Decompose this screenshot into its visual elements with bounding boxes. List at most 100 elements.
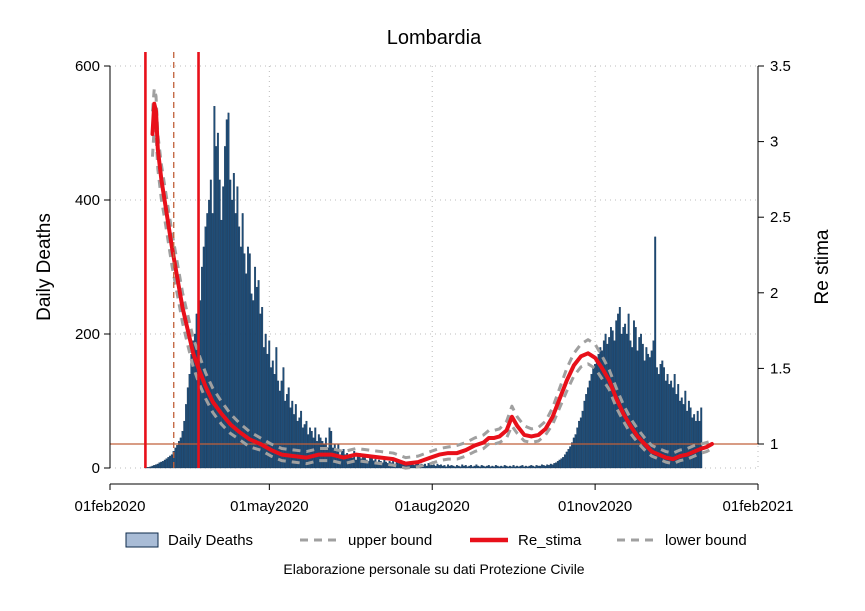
death-bar: [202, 246, 205, 469]
death-bar: [192, 340, 195, 469]
death-bar: [220, 219, 223, 469]
death-bar: [525, 465, 527, 469]
death-bar: [592, 367, 595, 469]
death-bar: [213, 106, 216, 469]
death-bar: [594, 363, 596, 469]
death-bar: [480, 465, 483, 469]
death-bar: [185, 404, 187, 469]
death-bar: [537, 465, 540, 469]
death-bar: [576, 427, 579, 469]
death-bar: [684, 390, 687, 469]
death-bar: [502, 466, 504, 469]
death-bar: [261, 307, 264, 469]
death-bar: [365, 459, 368, 469]
death-bar: [147, 467, 150, 469]
death-bar: [553, 463, 556, 469]
death-bar: [486, 465, 488, 469]
death-bar: [549, 463, 552, 469]
death-bar: [397, 463, 400, 469]
legend-item-daily-deaths: Daily Deaths: [125, 532, 253, 549]
death-bar: [487, 465, 490, 469]
source-note: Elaborazione personale su dati Protezion…: [283, 561, 584, 577]
death-bar: [696, 410, 699, 469]
death-bar: [167, 457, 170, 469]
death-bar: [370, 458, 373, 469]
death-bar: [262, 347, 265, 469]
death-bar: [687, 400, 690, 469]
axes-layer: 0 200 400 600 1 1.5 2 2.5 3 3.5 01feb2020 01may2020…: [75, 58, 794, 515]
death-bar: [489, 466, 492, 469]
death-bar: [507, 466, 510, 469]
death-bar: [293, 414, 295, 469]
death-bar: [595, 360, 598, 469]
death-bar: [475, 464, 478, 469]
death-bar: [369, 457, 372, 469]
death-bar: [425, 465, 428, 469]
y2-tick-label: 3.5: [770, 58, 791, 75]
legend-label: upper bound: [348, 532, 432, 549]
death-bar: [440, 464, 442, 469]
death-bar: [431, 465, 434, 469]
death-bar: [301, 427, 304, 469]
death-bar: [286, 394, 288, 469]
death-bar: [671, 387, 674, 469]
death-bar: [654, 236, 657, 469]
death-bar: [516, 465, 519, 469]
death-bar: [519, 465, 522, 469]
death-bar: [581, 410, 584, 469]
death-bar: [464, 465, 467, 469]
death-bar: [264, 333, 267, 469]
death-bar: [572, 437, 575, 469]
death-bar: [565, 451, 568, 469]
death-bar: [633, 320, 635, 469]
death-bar: [560, 458, 563, 469]
y-axis-title: Daily Deaths: [34, 213, 55, 321]
death-bar: [471, 466, 474, 469]
death-bar: [328, 427, 331, 469]
death-bar: [661, 360, 664, 469]
death-bar: [176, 445, 179, 469]
death-bar: [245, 273, 248, 469]
event-lines-layer: [144, 52, 200, 468]
death-bar: [287, 387, 290, 469]
legend-label: Daily Deaths: [168, 532, 253, 549]
death-bar: [588, 380, 591, 469]
death-bar: [636, 350, 639, 469]
death-bar: [494, 465, 497, 469]
death-bar: [314, 427, 317, 469]
death-bar: [679, 400, 681, 469]
death-bar: [666, 374, 669, 469]
death-bar: [523, 466, 526, 469]
death-bar: [587, 387, 589, 469]
death-bar: [648, 357, 651, 469]
death-bar: [627, 313, 630, 469]
death-bar: [468, 465, 471, 469]
legend: Daily Deaths upper bound Re_stima lower bou…: [125, 532, 747, 549]
death-bar: [238, 226, 241, 469]
death-bar: [542, 465, 545, 469]
death-bar: [583, 400, 586, 469]
death-bar: [478, 466, 481, 469]
death-bar: [190, 353, 193, 469]
death-bar: [657, 374, 660, 469]
death-bar: [571, 442, 573, 469]
death-bar: [271, 360, 274, 469]
death-bar: [312, 437, 315, 469]
death-bar: [270, 367, 272, 469]
death-bar: [257, 280, 260, 469]
death-bar: [700, 407, 703, 469]
death-bar: [195, 313, 198, 469]
death-bar: [512, 465, 515, 469]
death-bar: [153, 465, 156, 469]
death-bar: [455, 465, 458, 469]
death-bar: [629, 340, 632, 469]
death-bar: [294, 404, 297, 469]
death-bar: [470, 465, 473, 469]
death-bar: [162, 461, 164, 469]
death-bar: [567, 449, 570, 469]
death-bar: [505, 465, 508, 469]
death-bar: [482, 465, 485, 469]
y2-tick-label: 1.5: [770, 360, 791, 377]
death-bar: [206, 213, 209, 469]
